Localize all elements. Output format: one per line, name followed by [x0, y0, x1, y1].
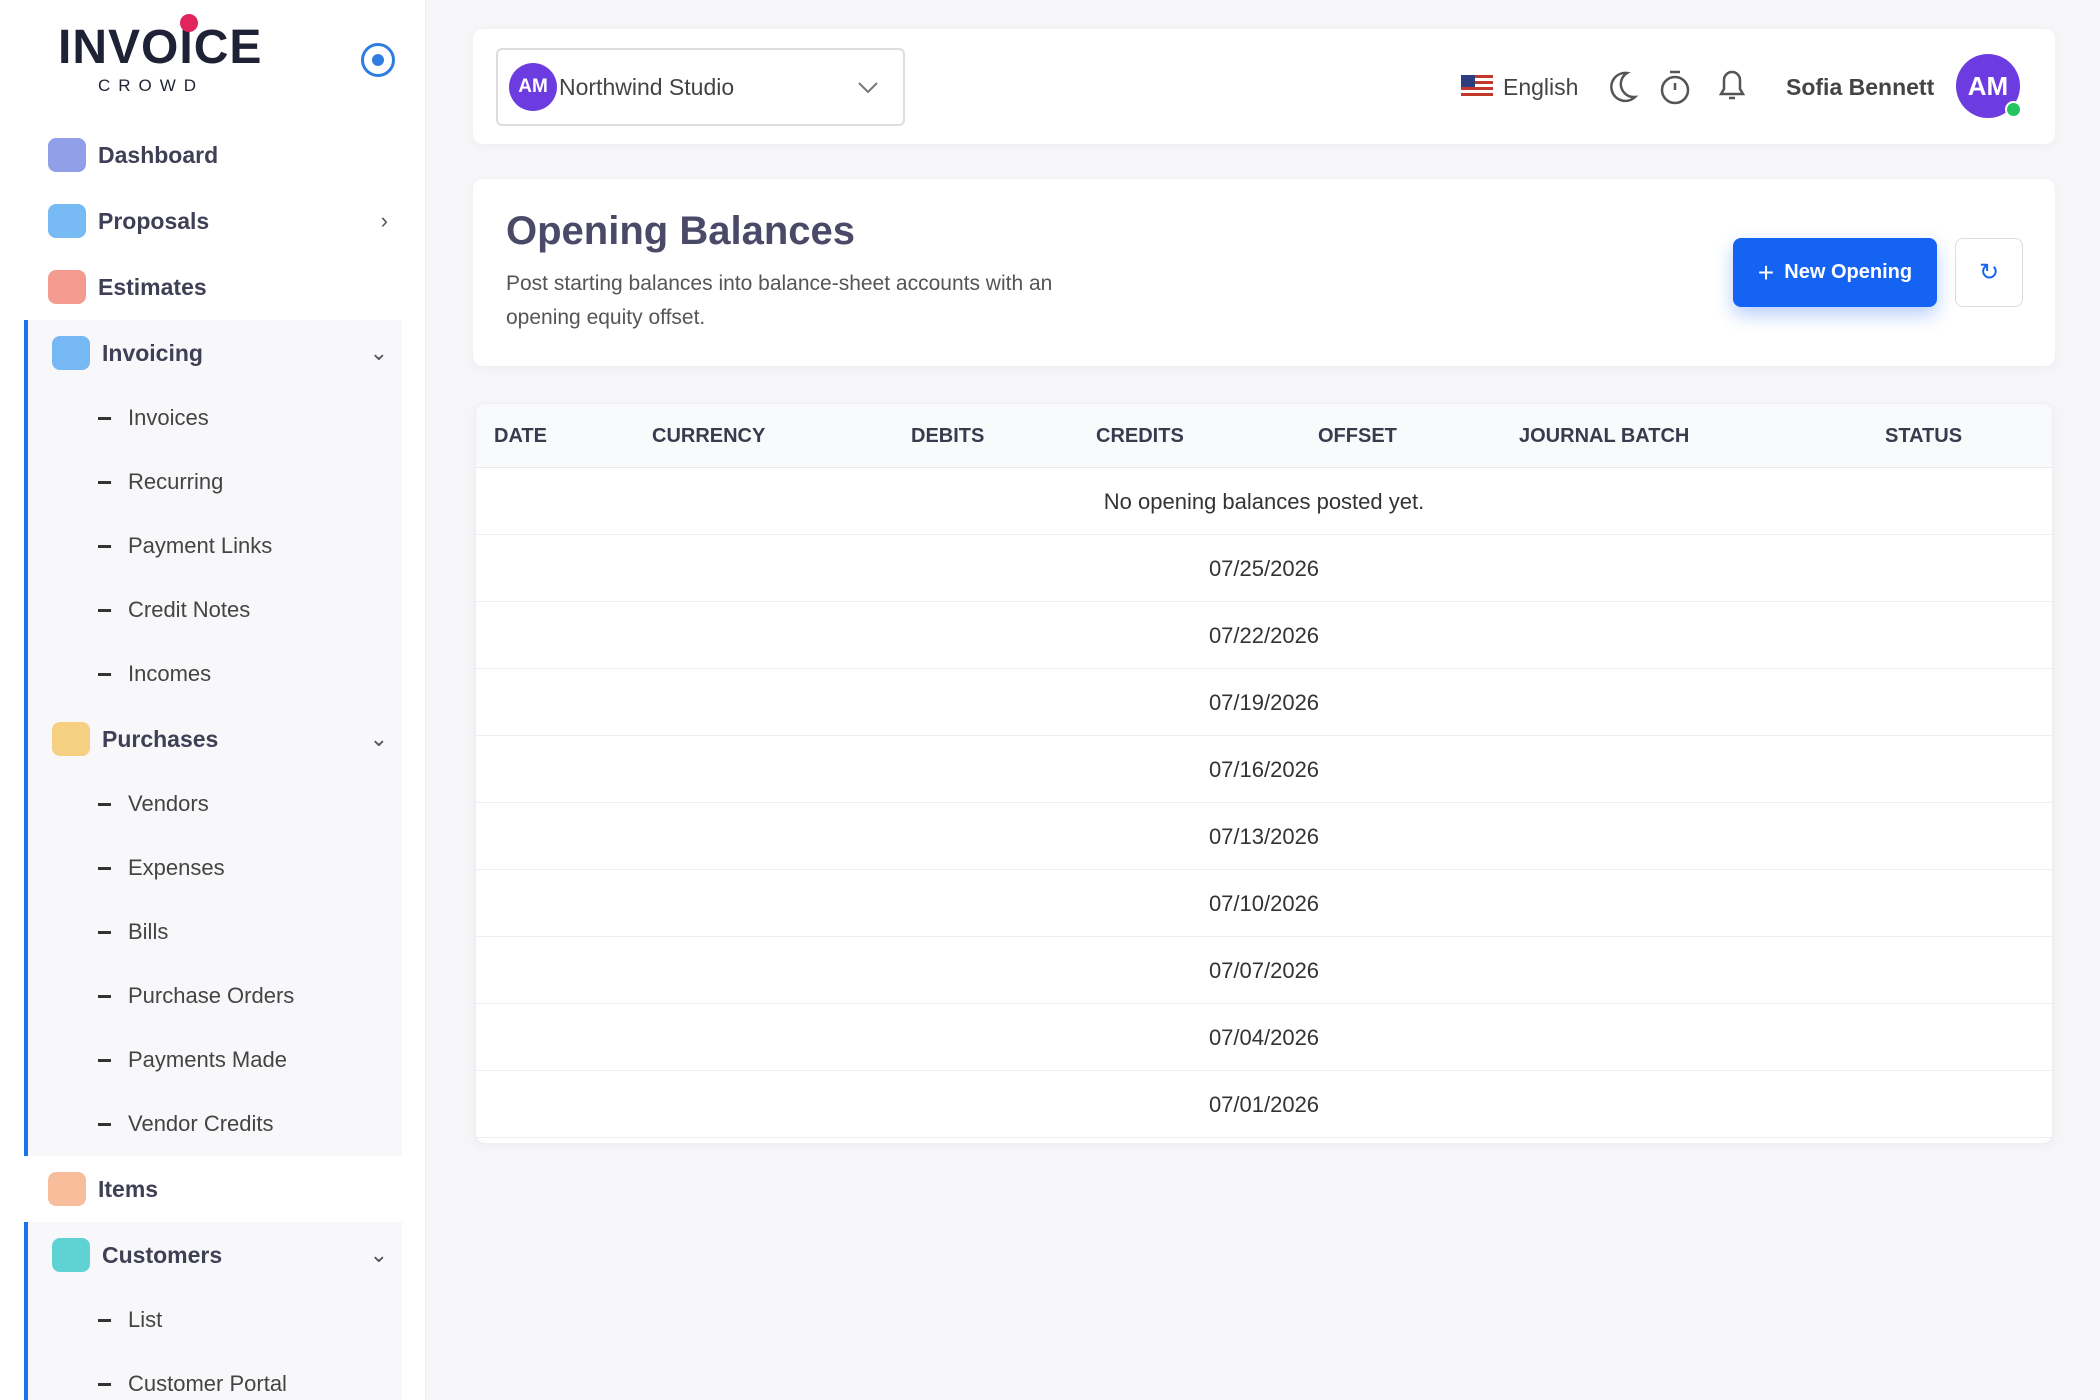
menu-item[interactable]: Dashboard [24, 122, 402, 188]
menu-icon [48, 138, 86, 172]
menu-item[interactable]: Purchases ⌄ [28, 706, 402, 772]
logo-pin [180, 14, 198, 32]
online-status [2005, 101, 2022, 118]
submenu-item[interactable]: Credit Notes [28, 578, 402, 642]
submenu-item[interactable]: Payments Made [28, 1028, 402, 1092]
submenu-item[interactable]: Customer Portal [28, 1352, 402, 1400]
menu-icon [48, 204, 86, 238]
submenu-item[interactable]: Payment Links [28, 514, 402, 578]
table-header: DATE CURRENCY DEBITS CREDITS OFFSET JOURNAL B… [476, 404, 2052, 468]
menu-item[interactable]: Proposals › [24, 188, 402, 254]
submenu-item[interactable]: Incomes [28, 642, 402, 706]
submenu-item[interactable]: Vendors [28, 772, 402, 836]
menu-label: Invoicing [102, 339, 203, 366]
table-row: 07/25/2026 [476, 535, 2052, 602]
menu-label: Proposals [98, 207, 210, 234]
timer-icon[interactable] [1658, 67, 1692, 107]
menu-item[interactable]: Items [24, 1156, 402, 1222]
notification-icon[interactable] [1715, 65, 1749, 105]
column-header: CURRENCY [652, 425, 766, 447]
menu-group: Customers ⌄ List Customer Portal [24, 1222, 402, 1400]
flag [1461, 75, 1493, 99]
table-row: 07/22/2026 [476, 602, 2052, 669]
page-title: Opening Balances [506, 209, 855, 253]
menu-item[interactable]: Invoicing ⌄ [28, 320, 402, 386]
menu-label: Customers [102, 1241, 223, 1268]
submenu-item[interactable]: Vendor Credits [28, 1092, 402, 1156]
logo: INVOICE CROWD [58, 14, 263, 96]
company-avatar: AM [509, 63, 557, 111]
menu-icon [48, 270, 86, 304]
collapse-toggle[interactable] [361, 43, 395, 77]
page-description: Post starting balances into balance-shee… [506, 272, 1053, 329]
menu-icon [52, 1238, 90, 1272]
logo-subtitle: CROWD [97, 76, 205, 95]
chevron: › [380, 208, 388, 233]
submenu-item[interactable]: Invoices [28, 386, 402, 450]
refresh-button[interactable]: ↻ [1955, 238, 2023, 307]
submenu-item[interactable]: Recurring [28, 450, 402, 514]
table-row: 07/10/2026 [476, 870, 2052, 937]
language[interactable]: English [1503, 74, 1579, 100]
table-row: 07/07/2026 [476, 937, 2052, 1004]
column-header: STATUS [1885, 425, 1963, 447]
menu-icon [52, 336, 90, 370]
menu-label: Purchases [102, 725, 219, 752]
submenu-item[interactable]: Expenses [28, 836, 402, 900]
chevron: ⌄ [369, 726, 388, 751]
menu-item[interactable]: Estimates [24, 254, 402, 320]
menu: Dashboard Proposals › Estimates Invoicing ⌄ In… [24, 122, 402, 1400]
logo-title: INVOICE [58, 21, 263, 74]
new-opening-button[interactable]: + New Opening [1733, 238, 1937, 307]
column-header: JOURNAL BATCH [1519, 425, 1690, 447]
menu-label: Estimates [98, 273, 207, 300]
menu-group: Invoicing ⌄ Invoices Recurring Payment Links… [24, 320, 402, 706]
submenu-item[interactable]: Purchase Orders [28, 964, 402, 1028]
column-header: CREDITS [1096, 425, 1184, 447]
table: DATE CURRENCY DEBITS CREDITS OFFSET JOURNAL B… [475, 403, 2053, 1144]
table-row: 07/16/2026 [476, 736, 2052, 803]
table-row: 07/01/2026 [476, 1071, 2052, 1138]
chevron: ⌄ [369, 1242, 388, 1267]
user-name[interactable]: Sofia Bennett [1786, 74, 1935, 100]
sidebar: INVOICE CROWD Dashboard Proposals › Estimat… [0, 0, 426, 1400]
chevron: ⌄ [369, 340, 388, 365]
column-header: DATE [494, 425, 547, 447]
column-header: OFFSET [1318, 425, 1397, 447]
page-header: Opening Balances Post starting balances … [473, 179, 2055, 366]
table-row: 07/19/2026 [476, 669, 2052, 736]
dropdown-arrow [858, 82, 878, 94]
table-row: 07/13/2026 [476, 803, 2052, 870]
menu-label: Items [98, 1175, 159, 1202]
menu-item[interactable]: Customers ⌄ [28, 1222, 402, 1288]
empty-message: No opening balances posted yet. [476, 468, 2052, 535]
company-select[interactable]: AM Northwind Studio [496, 48, 905, 126]
company-name: Northwind Studio [559, 73, 735, 100]
menu-icon [52, 722, 90, 756]
plus-icon: + [1757, 256, 1775, 288]
new-opening-label: New Opening [1784, 261, 1913, 283]
menu-icon [48, 1172, 86, 1206]
dark-mode-icon[interactable] [1605, 69, 1639, 105]
submenu-item[interactable]: List [28, 1288, 402, 1352]
top-bar: AM Northwind Studio English Sofia Bennet… [473, 29, 2055, 144]
submenu-item[interactable]: Bills [28, 900, 402, 964]
menu-group: Purchases ⌄ Vendors Expenses Bills Purchase O… [24, 706, 402, 1156]
column-header: DEBITS [911, 425, 985, 447]
table-row: 07/04/2026 [476, 1004, 2052, 1071]
menu-label: Dashboard [98, 141, 219, 168]
